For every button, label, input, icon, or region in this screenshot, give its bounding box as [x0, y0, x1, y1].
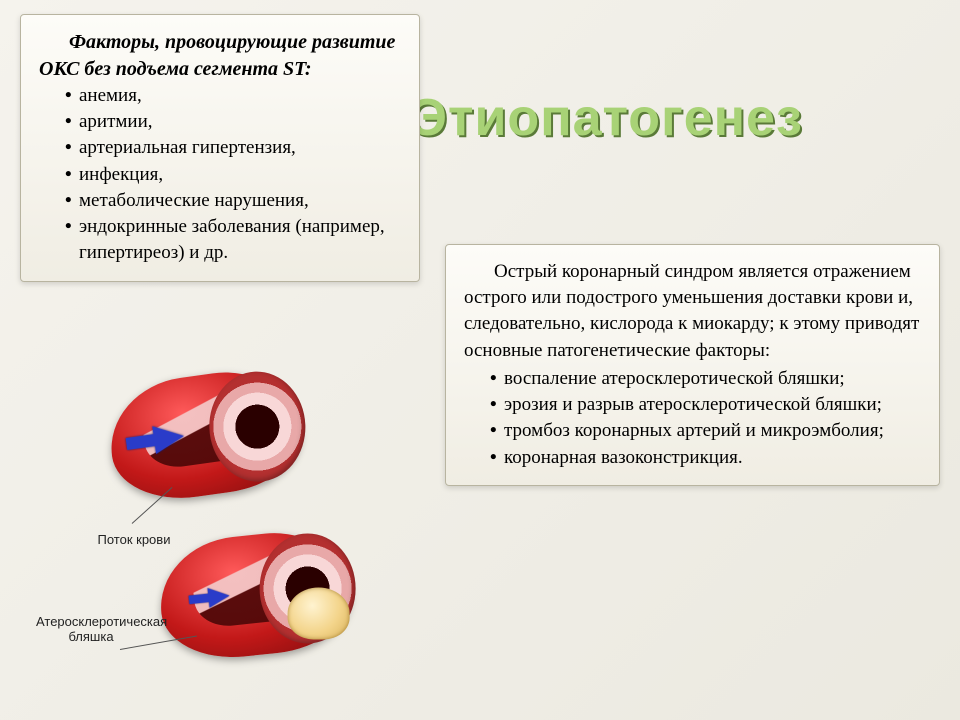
list-item: анемия, [65, 83, 401, 109]
artery-cross-section [260, 533, 356, 643]
atherosclerotic-plaque-icon [288, 587, 350, 639]
slide-title: Этиопатогенез [410, 88, 803, 148]
label-blood-flow: Поток крови [74, 533, 194, 548]
definition-intro: Острый коронарный синдром является отраж… [464, 259, 921, 364]
list-item: аритмии, [65, 109, 401, 135]
list-item: инфекция, [65, 162, 401, 188]
artery-diagram: Поток крови Атеросклеротическая бляшка [20, 365, 420, 695]
list-item: воспаление атеросклеротической бляшки; [490, 366, 921, 392]
list-item: эрозия и разрыв атеросклеротической бляш… [490, 392, 921, 418]
list-item: метаболические нарушения, [65, 188, 401, 214]
factors-tail: • эндокринные заболевания (например, гип… [65, 214, 401, 266]
list-item: коронарная вазоконстрикция. [490, 445, 921, 471]
pathogenic-list: воспаление атеросклеротической бляшки; э… [490, 366, 921, 471]
factors-list: анемия, аритмии, артериальная гипертензи… [65, 83, 401, 214]
blood-flow-arrow-icon [208, 586, 231, 608]
factors-tail-text: эндокринные заболевания (например, гипер… [79, 216, 385, 263]
artery-normal [103, 362, 308, 507]
label-plaque: Атеросклеротическая бляшка [36, 615, 146, 645]
factors-box: Факторы, провоцирующие развитие ОКС без … [20, 14, 420, 282]
factors-heading: Факторы, провоцирующие развитие ОКС без … [39, 29, 401, 83]
blood-flow-arrow-icon [152, 422, 186, 454]
list-item: артериальная гипертензия, [65, 135, 401, 161]
definition-box: Острый коронарный синдром является отраж… [445, 244, 940, 486]
list-item: тромбоз коронарных артерий и микроэмболи… [490, 418, 921, 444]
